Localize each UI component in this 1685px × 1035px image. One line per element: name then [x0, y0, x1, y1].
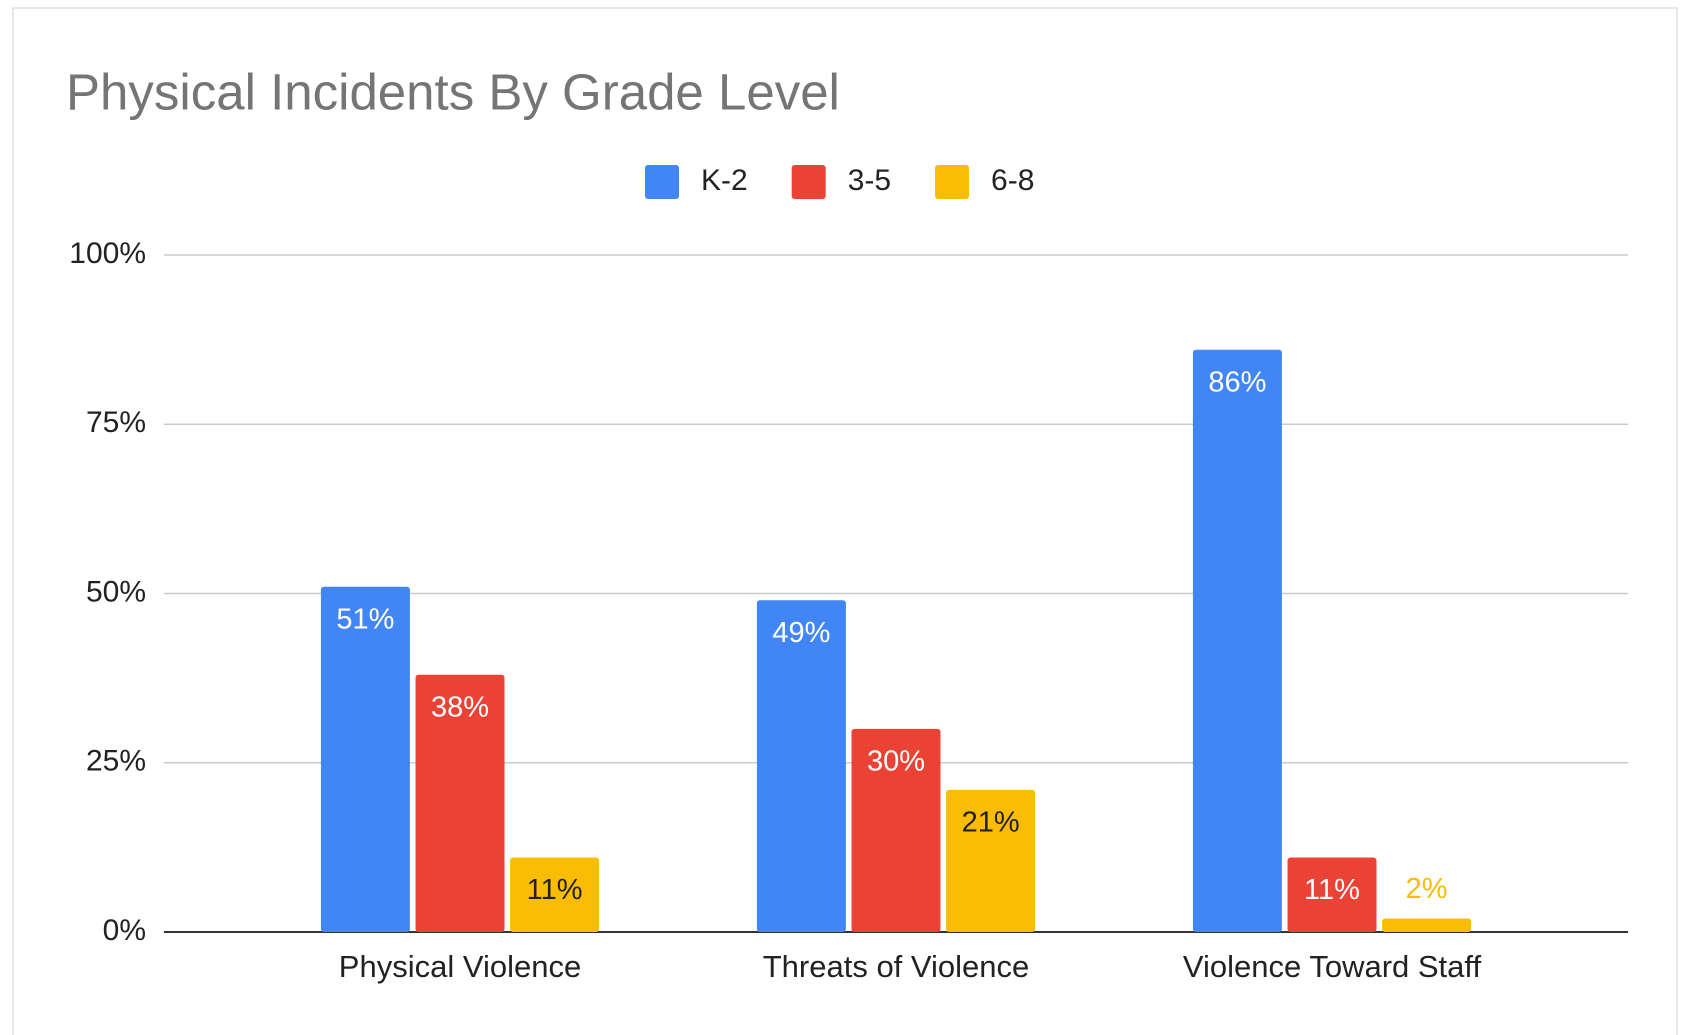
- y-tick-label: 75%: [86, 406, 146, 439]
- bar: [1382, 918, 1472, 932]
- legend-swatch: [645, 165, 679, 199]
- x-tick-label: Threats of Violence: [763, 949, 1030, 984]
- bar: [1287, 857, 1377, 932]
- data-label: 11%: [527, 874, 583, 906]
- y-tick-label: 100%: [69, 237, 146, 270]
- legend-label: 6-8: [991, 164, 1034, 197]
- legend-label: 3-5: [848, 164, 891, 197]
- legend-label: K-2: [701, 164, 748, 197]
- bar: [756, 600, 846, 932]
- bar: [851, 728, 941, 932]
- data-label: 21%: [962, 806, 1020, 838]
- chart-title: Physical Incidents By Grade Level: [66, 63, 840, 120]
- legend-swatch: [791, 165, 826, 199]
- data-label: 11%: [1304, 874, 1360, 906]
- bar: [946, 789, 1036, 932]
- bar: [320, 586, 410, 932]
- data-label: 30%: [867, 746, 925, 778]
- data-label: 51%: [336, 603, 394, 635]
- data-label: 49%: [772, 617, 830, 649]
- bar: [510, 857, 600, 932]
- legend-swatch: [935, 165, 970, 199]
- data-label: 38%: [431, 691, 489, 723]
- y-tick-label: 50%: [86, 575, 146, 608]
- bar: [415, 674, 505, 932]
- x-tick-label: Violence Toward Staff: [1183, 949, 1482, 984]
- data-label: 2%: [1406, 873, 1448, 905]
- bar: [1192, 349, 1282, 932]
- y-tick-label: 0%: [103, 914, 146, 947]
- y-tick-label: 25%: [86, 745, 146, 778]
- data-label: 86%: [1208, 366, 1266, 398]
- x-tick-label: Physical Violence: [339, 949, 581, 984]
